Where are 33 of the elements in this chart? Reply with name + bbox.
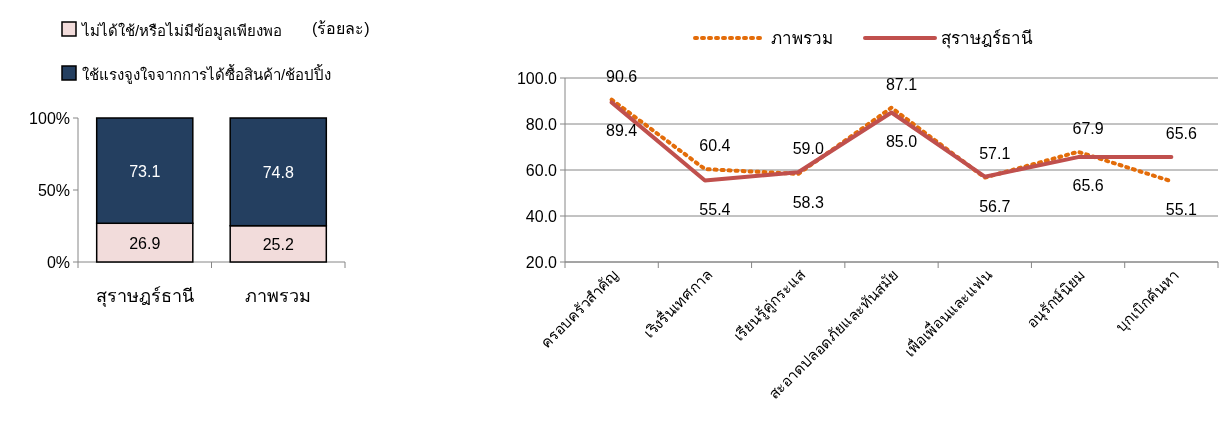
data-label: 59.0 [792,140,824,158]
legend-label: สุราษฎร์ธานี [941,29,1033,49]
text: (ร้อยละ) [312,20,370,37]
data-label: 90.6 [606,67,638,85]
x-tick-label: สุราษฎร์ธานี [95,286,194,307]
y-tick-label: 80.0 [525,116,558,133]
data-label: 73.1 [129,162,161,180]
x-tick-label: ภาพรวม [245,286,312,306]
legend-label: ไม่ได้ใช้/หรือไม่มีข้อมูลเพียงพอ [81,22,283,40]
data-label: 74.8 [262,163,294,181]
y-tick-label: 60.0 [525,162,558,179]
y-tick-label: 0% [46,254,70,271]
y-tick-label: 100.0 [516,70,558,87]
legend-label: ใช้แรงจูงใจจากการได้ซื้อสินค้า/ช้อปปิ้ง [82,64,332,84]
data-label: 57.1 [979,144,1011,162]
y-tick-label: 20.0 [525,254,558,271]
data-label: 67.9 [1072,119,1104,137]
data-label: 89.4 [606,122,638,140]
data-label: 56.7 [979,197,1011,215]
data-label: 55.4 [699,200,731,218]
legend-label: ภาพรวม [771,29,833,48]
y-tick-label: 100% [29,110,70,127]
y-tick-label: 40.0 [525,208,558,225]
data-label: 58.3 [792,193,824,211]
data-label: 55.1 [1165,201,1198,219]
data-label: 87.1 [885,75,918,93]
data-label: 65.6 [1072,177,1104,195]
data-label: 65.6 [1165,125,1198,143]
data-label: 60.4 [699,137,731,155]
data-label: 85.0 [885,132,918,150]
y-tick-label: 50% [37,182,70,199]
data-label: 26.9 [129,234,161,252]
data-label: 25.2 [262,235,294,253]
